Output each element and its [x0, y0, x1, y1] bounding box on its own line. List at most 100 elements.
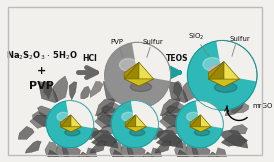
Polygon shape [25, 141, 41, 153]
Polygon shape [45, 141, 57, 162]
Circle shape [187, 41, 257, 110]
Polygon shape [61, 115, 71, 127]
Text: TEOS: TEOS [166, 54, 188, 63]
Ellipse shape [122, 112, 135, 121]
Polygon shape [124, 62, 139, 86]
Circle shape [105, 42, 170, 108]
Polygon shape [224, 62, 239, 87]
Polygon shape [78, 152, 96, 162]
Polygon shape [95, 99, 116, 116]
Polygon shape [87, 148, 98, 162]
Polygon shape [156, 134, 183, 146]
Polygon shape [44, 81, 52, 99]
Polygon shape [139, 62, 154, 86]
Polygon shape [125, 115, 136, 132]
Polygon shape [209, 79, 239, 87]
Polygon shape [53, 76, 68, 102]
Wedge shape [66, 100, 94, 128]
Polygon shape [191, 142, 210, 162]
Polygon shape [102, 102, 119, 113]
Ellipse shape [130, 129, 145, 136]
Polygon shape [155, 141, 171, 153]
Circle shape [176, 101, 223, 148]
Polygon shape [110, 150, 124, 162]
Polygon shape [32, 111, 53, 130]
Polygon shape [103, 81, 123, 103]
Polygon shape [201, 115, 211, 132]
Polygon shape [184, 141, 199, 162]
Text: Sulfur: Sulfur [142, 39, 163, 45]
Polygon shape [120, 141, 135, 162]
Polygon shape [55, 141, 70, 162]
Polygon shape [155, 81, 168, 98]
Polygon shape [126, 142, 145, 162]
Polygon shape [168, 81, 188, 103]
Polygon shape [124, 62, 139, 79]
Polygon shape [173, 81, 182, 99]
Ellipse shape [203, 58, 222, 71]
Polygon shape [167, 102, 184, 113]
Ellipse shape [130, 82, 152, 92]
Text: +: + [37, 66, 46, 76]
Polygon shape [220, 81, 233, 98]
Polygon shape [145, 86, 155, 99]
Ellipse shape [57, 112, 70, 121]
Polygon shape [124, 79, 154, 86]
Polygon shape [199, 82, 207, 100]
Polygon shape [38, 81, 58, 103]
Polygon shape [134, 82, 142, 100]
Ellipse shape [119, 59, 138, 71]
Ellipse shape [194, 129, 210, 136]
Polygon shape [183, 76, 198, 102]
Polygon shape [110, 141, 122, 162]
Wedge shape [131, 100, 159, 128]
Polygon shape [90, 81, 103, 98]
Polygon shape [164, 124, 183, 134]
Wedge shape [196, 100, 223, 128]
Polygon shape [229, 124, 247, 134]
Polygon shape [154, 130, 183, 148]
Polygon shape [210, 86, 220, 99]
Polygon shape [148, 126, 164, 139]
Polygon shape [225, 99, 246, 116]
Polygon shape [71, 115, 81, 132]
Polygon shape [160, 99, 181, 116]
Ellipse shape [214, 83, 237, 92]
Polygon shape [190, 115, 201, 127]
Circle shape [47, 101, 93, 148]
Polygon shape [190, 115, 201, 132]
Polygon shape [99, 124, 118, 134]
Polygon shape [159, 115, 185, 128]
Polygon shape [209, 62, 224, 79]
Polygon shape [162, 111, 183, 130]
Polygon shape [90, 141, 106, 153]
Polygon shape [209, 62, 224, 87]
Text: Na$_2$S$_2$O$_3$ $\cdot$ 5H$_2$O: Na$_2$S$_2$O$_3$ $\cdot$ 5H$_2$O [6, 49, 78, 62]
Polygon shape [219, 130, 248, 148]
Polygon shape [175, 150, 188, 162]
Polygon shape [61, 142, 81, 162]
Polygon shape [30, 115, 56, 128]
Polygon shape [125, 115, 136, 127]
Polygon shape [175, 141, 187, 162]
Text: SiO$_2$: SiO$_2$ [188, 32, 204, 42]
Polygon shape [18, 126, 34, 139]
Wedge shape [216, 40, 257, 81]
Circle shape [111, 101, 158, 148]
Wedge shape [132, 42, 171, 81]
Polygon shape [69, 82, 77, 100]
Polygon shape [95, 115, 121, 128]
Polygon shape [167, 106, 189, 119]
Polygon shape [152, 148, 162, 162]
Polygon shape [97, 111, 118, 130]
Polygon shape [45, 150, 59, 162]
Polygon shape [89, 130, 118, 148]
Text: Sulfur: Sulfur [230, 36, 251, 42]
Polygon shape [109, 81, 117, 99]
Text: PVP: PVP [29, 81, 54, 91]
Ellipse shape [187, 112, 199, 121]
Polygon shape [61, 115, 71, 132]
Polygon shape [125, 127, 146, 132]
Polygon shape [83, 126, 99, 139]
Polygon shape [81, 86, 90, 99]
